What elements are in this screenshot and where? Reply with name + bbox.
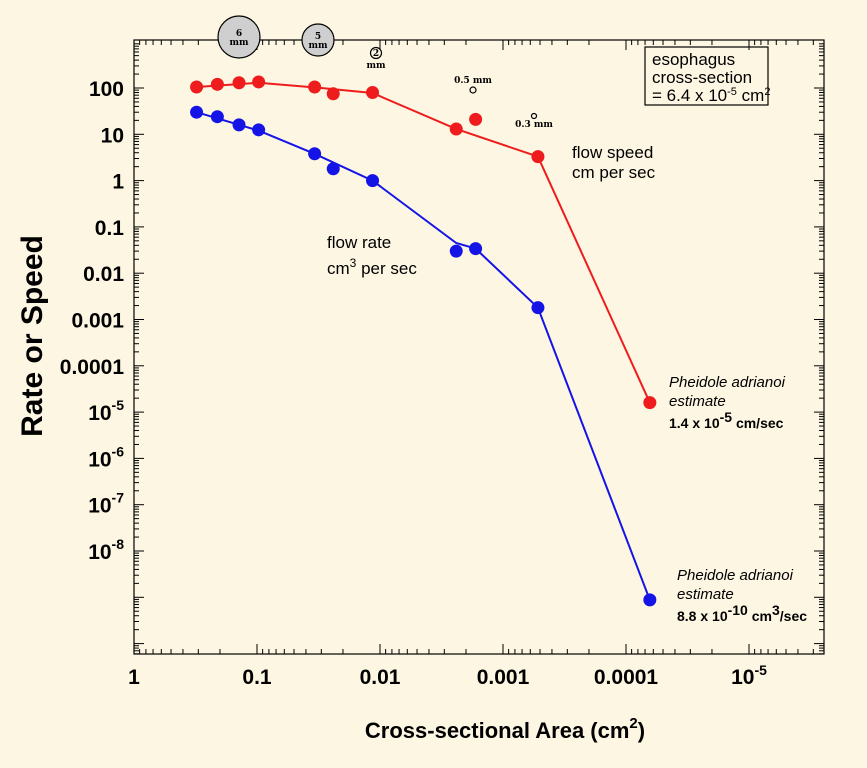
y-tick-label: 10-7 xyxy=(88,490,124,518)
size-circle-label: 2 xyxy=(373,49,379,59)
x-tick-label: 10-5 xyxy=(731,662,767,689)
size-circle: 6mm xyxy=(217,15,261,59)
size-circle: 5mm xyxy=(301,23,335,57)
size-circle-label: 0.5 mm xyxy=(454,76,492,86)
y-tick-label: 0.0001 xyxy=(60,356,125,379)
speed-point xyxy=(643,396,657,410)
y-tick-label: 0.01 xyxy=(83,263,124,286)
y-tick-label: 0.001 xyxy=(71,310,124,333)
size-circle-unit: mm xyxy=(366,61,386,71)
rate-point xyxy=(252,123,266,137)
speed-point xyxy=(326,87,340,101)
size-circle-label: 6 xyxy=(236,29,242,39)
plot-frame xyxy=(133,39,825,655)
x-tick-label: 0.1 xyxy=(242,666,272,689)
size-circle-label: 5 xyxy=(315,32,321,42)
y-tick-label: 1 xyxy=(112,171,124,194)
flow-rate-label: flow rate cm3 per sec xyxy=(327,233,417,278)
speed-point xyxy=(469,112,483,126)
size-circle-label: 0.3 mm xyxy=(515,120,553,130)
size-circle: 2 mm xyxy=(366,46,386,71)
speed-point xyxy=(232,76,246,90)
x-tick-label: 0.001 xyxy=(477,666,530,689)
speed-point xyxy=(190,80,204,94)
rate-line xyxy=(196,111,651,601)
size-circle-shape xyxy=(301,23,335,57)
size-circle-unit: mm xyxy=(308,41,328,51)
rate-point xyxy=(190,105,204,119)
size-circle-shape xyxy=(217,15,261,59)
y-axis-ticks: 100 10 1 0.1 0.01 0.001 0.0001 10-5 10-6 10-7 10-8 xyxy=(60,78,125,564)
rate-point xyxy=(643,593,657,607)
x-axis-title: Cross-sectional Area (cm2) xyxy=(365,715,645,743)
series-group xyxy=(190,75,657,607)
speed-point xyxy=(531,150,545,164)
esophagus-note: esophagus cross-section = 6.4 x 10-5 cm2 xyxy=(652,50,770,105)
x-tick-label: 0.0001 xyxy=(594,666,659,689)
speed-point xyxy=(449,122,463,136)
rate-point xyxy=(210,110,224,124)
speed-estimate-note: Pheidole adrianoi estimate 1.4 x 10-5 cm… xyxy=(669,374,789,431)
size-circle-shape xyxy=(369,46,383,60)
speed-point xyxy=(210,77,224,91)
y-tick-label: 0.1 xyxy=(95,217,125,240)
rate-point xyxy=(366,174,380,188)
rate-point xyxy=(232,118,246,132)
minor-ticks xyxy=(134,40,824,655)
x-tick-label: 1 xyxy=(128,666,140,689)
rate-point xyxy=(469,242,483,256)
size-circle: 0.3 mm xyxy=(515,112,553,130)
rate-point xyxy=(326,162,340,176)
speed-point xyxy=(308,80,322,94)
y-tick-label: 10-5 xyxy=(88,397,124,425)
speed-point xyxy=(252,75,266,89)
size-circle-unit: mm xyxy=(229,38,249,48)
size-circle-shape xyxy=(469,86,477,94)
y-axis-title: Rate or Speed xyxy=(16,235,49,437)
x-axis-ticks: 1 0.1 0.01 0.001 0.0001 10-5 xyxy=(128,662,767,689)
rate-point xyxy=(449,244,463,258)
y-tick-label: 10-8 xyxy=(88,536,124,564)
x-tick-label: 0.01 xyxy=(360,666,401,689)
y-tick-label: 100 xyxy=(89,78,124,101)
flow-speed-label: flow speed cm per sec xyxy=(572,143,658,182)
rate-estimate-note: Pheidole adrianoi estimate 8.8 x 10-10 c… xyxy=(677,567,807,624)
esophagus-box xyxy=(644,46,769,106)
size-circle: 0.5 mm xyxy=(454,76,492,94)
y-tick-label: 10-6 xyxy=(88,443,124,471)
speed-point xyxy=(366,85,380,99)
rate-point xyxy=(531,301,545,315)
y-tick-label: 10 xyxy=(101,124,124,147)
size-circle-shape xyxy=(530,112,538,120)
rate-point xyxy=(308,147,322,161)
